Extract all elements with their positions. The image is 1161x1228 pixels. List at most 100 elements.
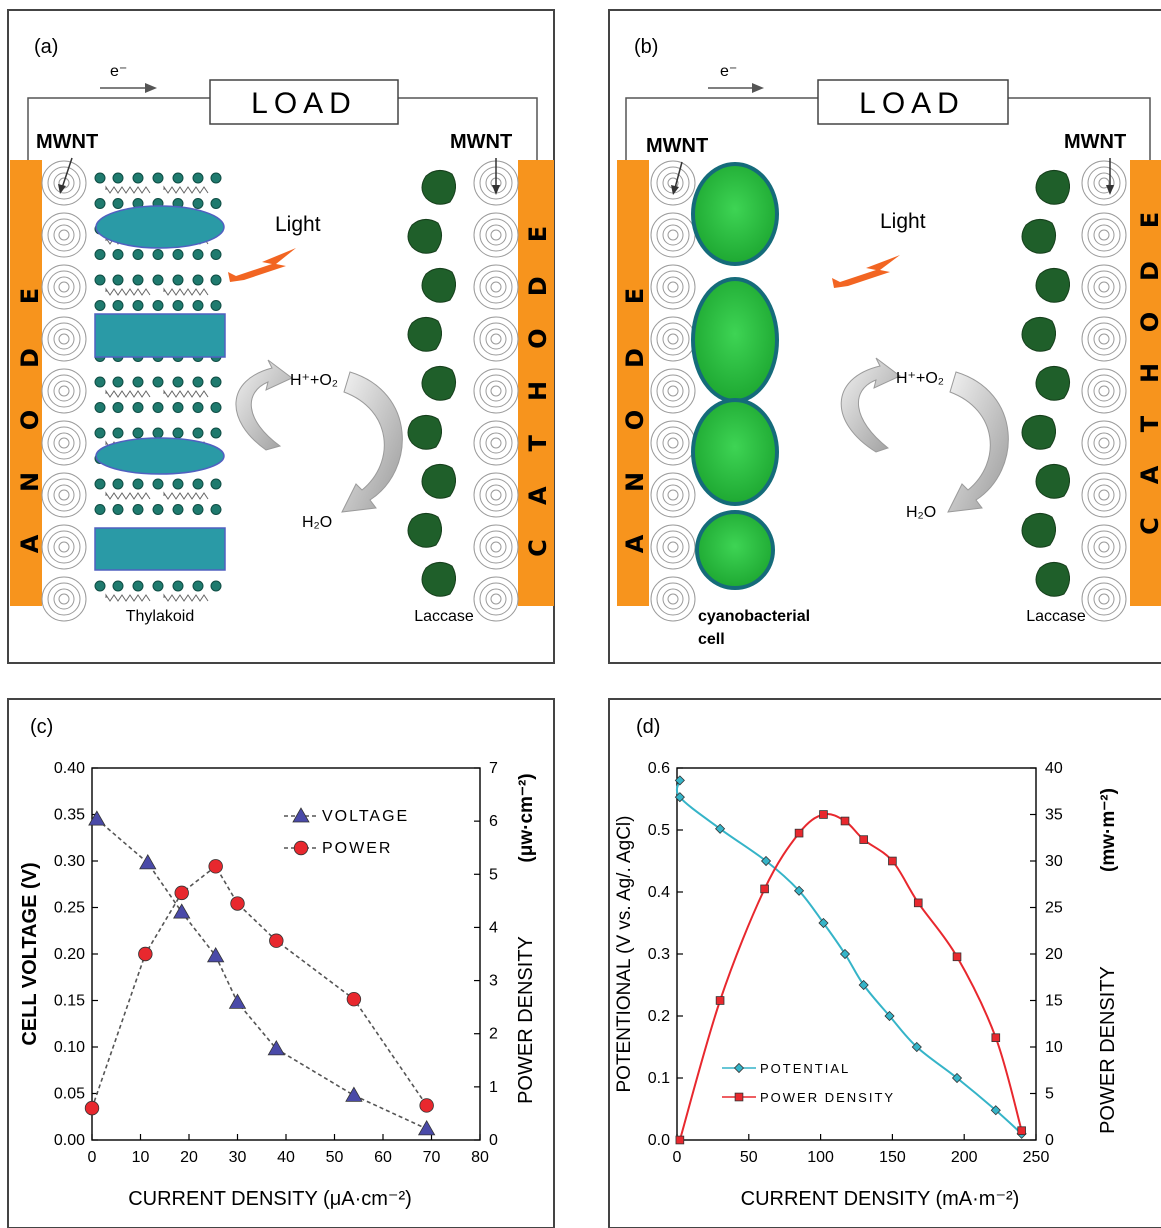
nanotube [473, 524, 519, 570]
y-left-tick-label: 0.4 [648, 884, 670, 901]
nanotube [41, 368, 87, 414]
lipid-head [172, 172, 184, 184]
anode-wire [27, 97, 210, 160]
laccase-enzyme [407, 513, 442, 548]
x-tick-label: 70 [423, 1149, 441, 1166]
data-point [839, 948, 851, 960]
laccase-enzyme [1035, 366, 1070, 401]
data-point [884, 1010, 895, 1022]
light-bolt-icon [228, 248, 296, 282]
data-point [139, 854, 157, 870]
panel-a-tag: (a) [34, 36, 58, 58]
thylakoid-protein-3 [95, 437, 225, 475]
panel-c-tag: (c) [30, 716, 53, 738]
series-line [678, 813, 1023, 1141]
electron-arrow [100, 83, 157, 93]
lipid-head [172, 478, 184, 490]
reaction-top: H⁺+O₂ [896, 370, 944, 387]
panel-b-tag: (b) [634, 36, 658, 58]
thylakoid-protein-2 [94, 313, 226, 358]
data-point [760, 855, 772, 867]
data-point [858, 979, 869, 991]
x-tick-label: 50 [740, 1149, 758, 1166]
lipid-head [152, 172, 164, 184]
lipid-head [152, 402, 164, 413]
y-left-tick-label: 0.2 [648, 1008, 670, 1025]
data-point [913, 898, 923, 908]
electrode-letter: D [524, 276, 552, 296]
laccase-enzyme [421, 562, 456, 597]
nanotube [1081, 264, 1127, 310]
electrode-letter: A [524, 486, 552, 505]
thylakoid-protein-1 [95, 205, 225, 249]
data-point [174, 885, 189, 901]
electrode-letter: O [1136, 312, 1161, 332]
nanotube [650, 576, 696, 622]
cyanobacterial-caption: cyanobacterial [698, 608, 810, 625]
lipid-head [192, 427, 204, 439]
legend-label: POWER DENSITY [760, 1090, 895, 1105]
lipid-tail [163, 287, 209, 296]
mwnt-label-right: MWNT [1064, 131, 1126, 153]
y-right-tick-label: 4 [489, 919, 498, 936]
lipid-head [210, 172, 222, 184]
y-right-tick-label: 40 [1045, 760, 1063, 777]
laccase-enzyme [421, 366, 456, 401]
nanotube [41, 264, 87, 310]
electrode-letter: C [1136, 517, 1161, 535]
cathode-letters: C A T H O D E [524, 226, 552, 557]
data-point [84, 1100, 100, 1116]
data-point [911, 1041, 922, 1053]
nanotube [650, 160, 696, 206]
lipid-head [152, 427, 164, 439]
mwnt-label-left: MWNT [36, 131, 98, 153]
x-axis-title: CURRENT DENSITY (μA·cm⁻²) [128, 1188, 412, 1210]
lipid-head [94, 249, 106, 260]
chart-c: 0 10 20 30 40 50 60 70 800.000.050.100.150.200.2… [19, 760, 537, 1210]
electrode-letter: A [16, 534, 44, 553]
nanotube [1081, 472, 1127, 518]
mwnt-label-left: MWNT [646, 135, 708, 157]
electrode-letter: A [1136, 465, 1161, 484]
anode-letters: A N O D E [16, 288, 44, 553]
lipid-tail [105, 593, 151, 602]
cyanobacterial-cell [691, 277, 779, 403]
lipid-head [94, 504, 106, 515]
reaction-top: H⁺+O₂ [290, 372, 338, 389]
lipid-head [192, 198, 204, 209]
nanotube [650, 472, 696, 518]
lipid-head [132, 504, 144, 515]
y-left-tick-label: 0.5 [648, 822, 670, 839]
laccase-enzyme [421, 268, 456, 303]
cathode-electrode [518, 160, 554, 606]
lipid-tail [163, 389, 209, 398]
cathode-electrode [1130, 160, 1161, 606]
electrode-letter: N [16, 472, 44, 492]
lipid-head [152, 504, 164, 515]
laccase-enzyme [1021, 513, 1056, 548]
panel-d: (d) 0 50 100 150 200 2500.00.10.20.30.40.50.6… [608, 698, 1161, 1228]
mwnt-pointer-left [58, 157, 73, 194]
lipid-head [172, 504, 184, 515]
data-point [675, 1135, 685, 1145]
electron-arrow [708, 83, 764, 93]
electrode-letter: C [524, 539, 552, 557]
lipid-tail [163, 593, 209, 602]
nanotube [473, 316, 519, 362]
lipid-head [210, 300, 222, 311]
laccase-enzyme [1035, 464, 1070, 499]
lipid-head [132, 172, 144, 184]
nanotube [41, 160, 87, 206]
laccase-column [1021, 170, 1070, 597]
lipid-head [132, 274, 144, 286]
y-right-axis-title: POWER DENSITY [1097, 966, 1119, 1134]
lipid-head [112, 580, 124, 592]
lipid-head [152, 300, 164, 311]
lipid-head [112, 376, 124, 388]
x-tick-label: 80 [471, 1149, 489, 1166]
x-tick-label: 100 [807, 1149, 834, 1166]
y-right-tick-label: 25 [1045, 900, 1063, 917]
data-point [840, 816, 850, 826]
data-point [715, 823, 726, 834]
nanotube [1081, 160, 1127, 206]
